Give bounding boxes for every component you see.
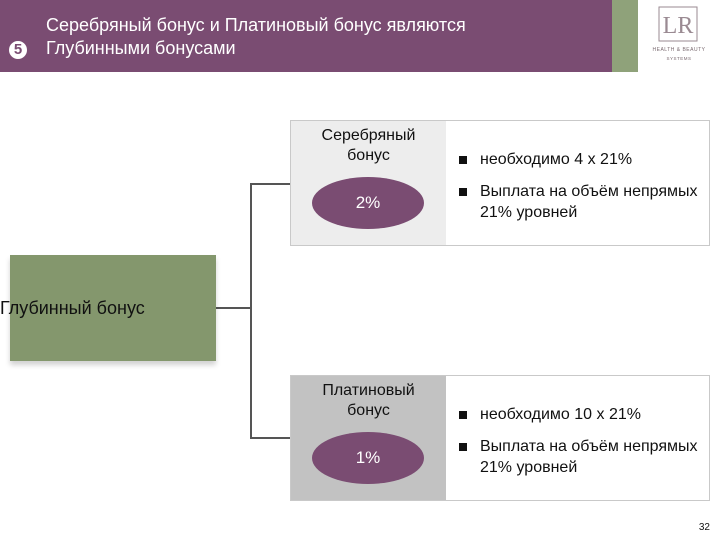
page-number: 32 bbox=[698, 522, 710, 533]
platinum-bonus-label: Платиновый бонус bbox=[291, 381, 446, 421]
silver-bullet-2-text: Выплата на объём непрямых 21% уровней bbox=[480, 183, 698, 221]
lr-logo-icon: LR bbox=[658, 6, 698, 42]
logo-text-line-2: SYSTEMS bbox=[666, 56, 692, 61]
connector-to-silver bbox=[250, 183, 290, 185]
logo-text-line-1: HEALTH & BEAUTY bbox=[652, 47, 706, 53]
lr-logo: LR HEALTH & BEAUTY SYSTEMS bbox=[638, 0, 720, 72]
platinum-bullet-2-text: Выплата на объём непрямых 21% уровней bbox=[480, 438, 698, 476]
header-accent-strip bbox=[612, 0, 638, 72]
platinum-bonus-panel: Платиновый бонус 1% необходимо 10 х 21% … bbox=[290, 375, 710, 501]
silver-percent-pill: 2% bbox=[312, 177, 424, 229]
platinum-bonus-header: Платиновый бонус 1% bbox=[291, 376, 446, 500]
platinum-label-line-2: бонус bbox=[347, 402, 390, 419]
depth-bonus-box bbox=[10, 255, 216, 361]
platinum-label-line-1: Платиновый bbox=[322, 382, 415, 399]
platinum-percent-pill: 1% bbox=[312, 432, 424, 484]
title-line-1: Серебряный бонус и Платиновый бонус явля… bbox=[46, 15, 466, 35]
depth-bonus-label: Глубинный бонус bbox=[0, 298, 145, 318]
step-number-badge: 5 bbox=[8, 40, 28, 60]
silver-label-line-2: бонус bbox=[347, 147, 390, 164]
connector-vertical bbox=[250, 183, 252, 438]
page-title: Серебряный бонус и Платиновый бонус явля… bbox=[46, 14, 606, 60]
silver-bonus-label: Серебряный бонус bbox=[291, 126, 446, 166]
header-bar: 5 Серебряный бонус и Платиновый бонус яв… bbox=[0, 0, 612, 72]
title-line-2: Глубинными бонусами bbox=[46, 38, 236, 58]
connector-from-depth bbox=[216, 307, 251, 309]
silver-label-line-1: Серебряный bbox=[321, 127, 416, 144]
platinum-bullet-1-text: необходимо 10 х 21% bbox=[480, 406, 641, 423]
silver-bonus-panel: Серебряный бонус 2% необходимо 4 х 21% В… bbox=[290, 120, 710, 246]
connector-to-platinum bbox=[250, 437, 290, 439]
bullet-square-icon bbox=[459, 411, 467, 419]
bullet-square-icon bbox=[459, 443, 467, 451]
silver-bonus-header: Серебряный бонус 2% bbox=[291, 121, 446, 245]
bullet-square-icon bbox=[459, 156, 467, 164]
silver-bullet-1-text: необходимо 4 х 21% bbox=[480, 151, 633, 168]
logo-mark-text: LR bbox=[663, 13, 694, 39]
bullet-square-icon bbox=[459, 188, 467, 196]
